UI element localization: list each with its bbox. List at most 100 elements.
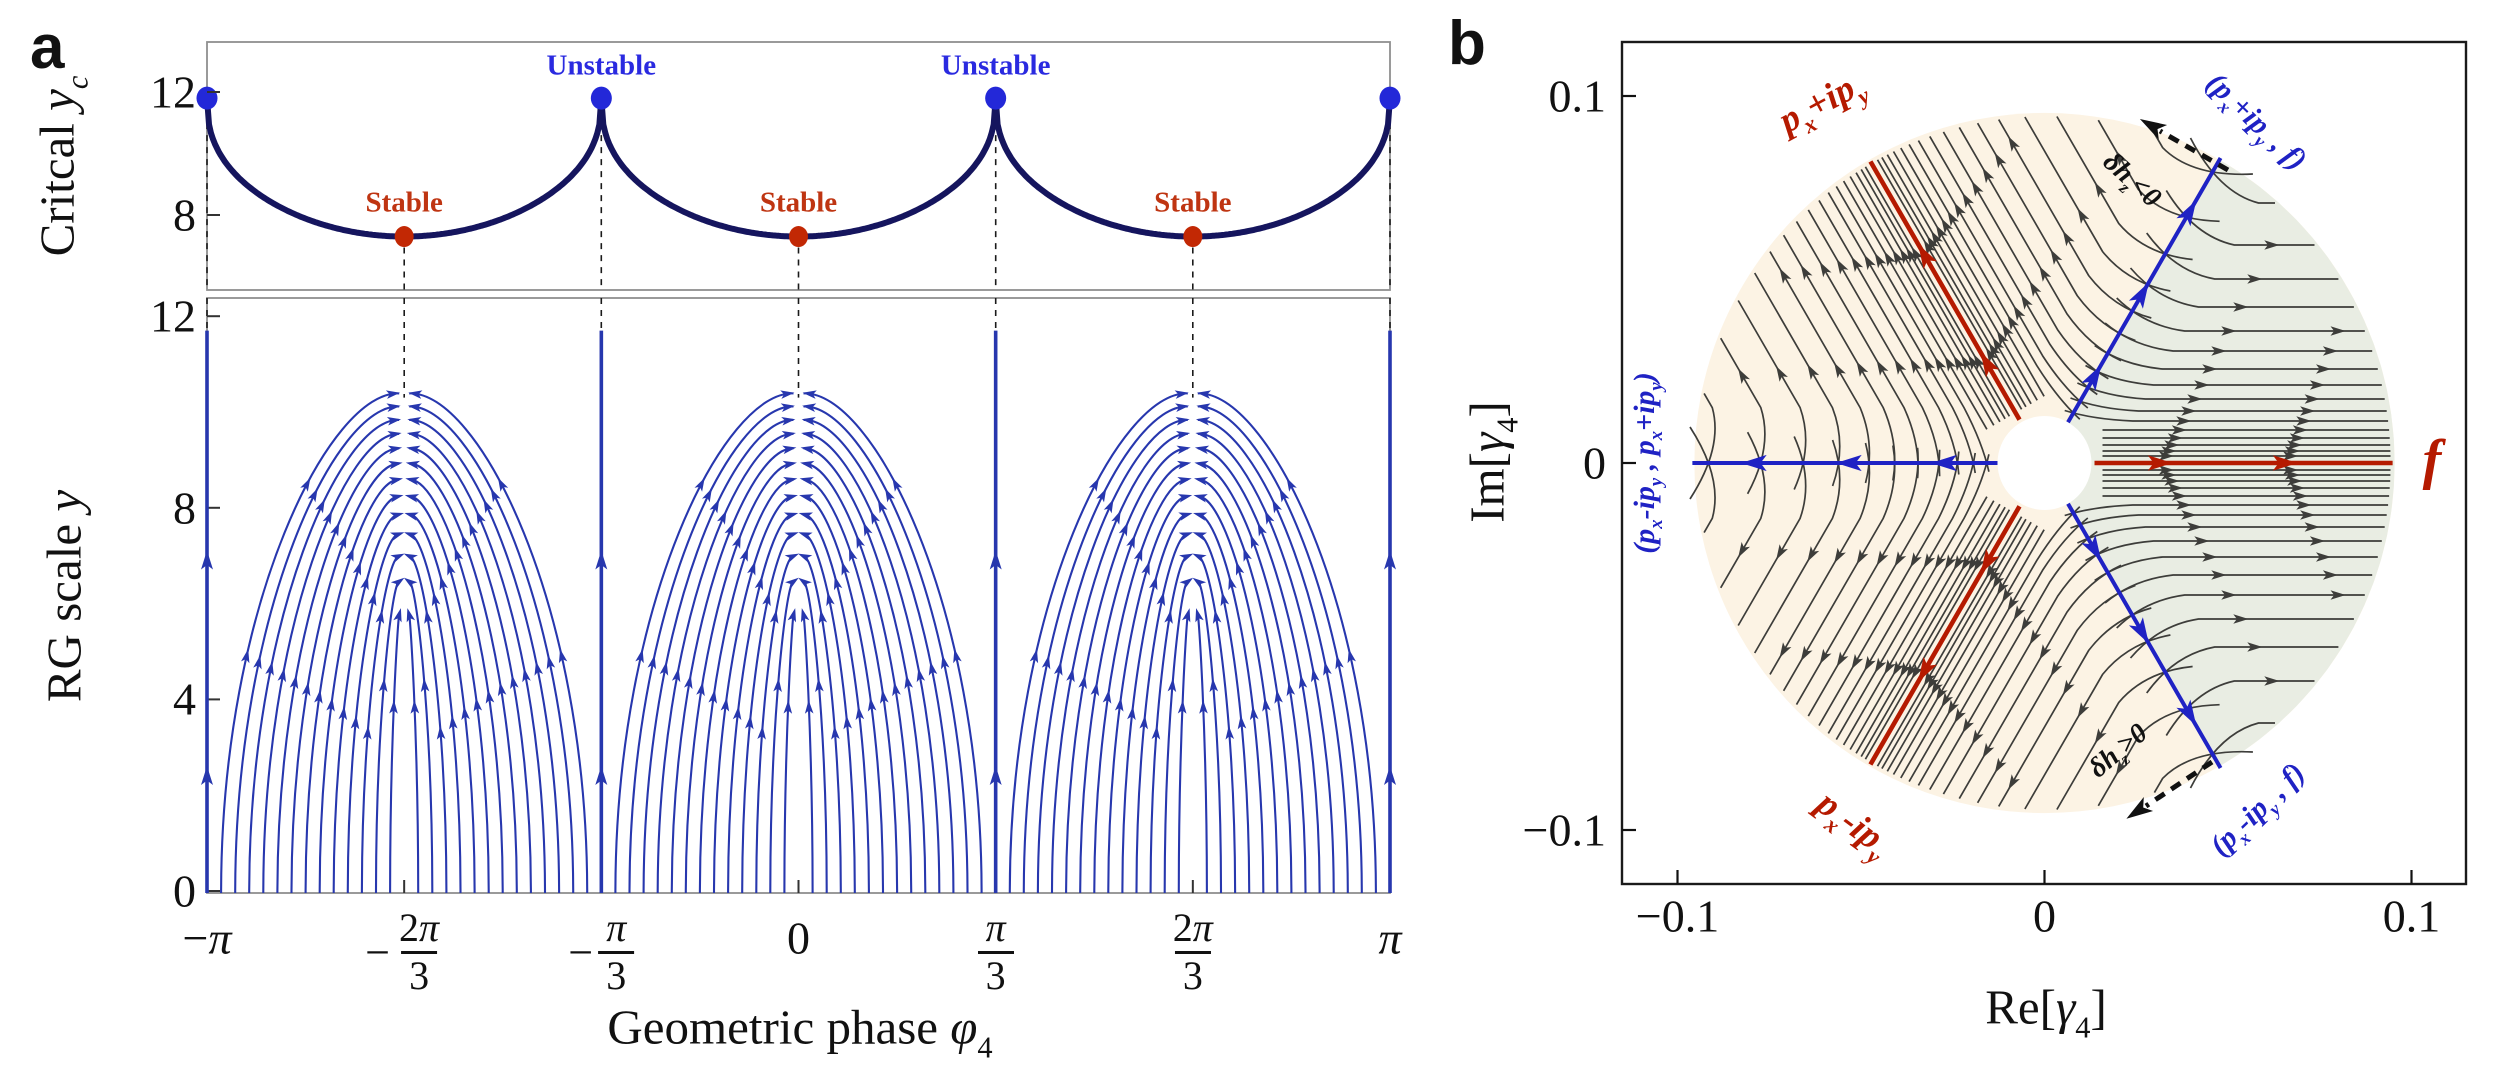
stream-arrow-icon — [2233, 614, 2249, 624]
streamline — [2070, 397, 2387, 412]
streamline — [360, 555, 400, 894]
streamline — [803, 478, 899, 894]
streamline — [727, 513, 794, 894]
flow-arrow-icon — [337, 534, 347, 549]
streamline — [1135, 533, 1189, 894]
stream-arrow-icon — [1864, 254, 1876, 271]
unstable-label: Unstable — [546, 49, 657, 82]
flow-arrow-icon — [301, 682, 311, 697]
flow-arrow-icon — [360, 575, 369, 591]
flow-arrow-icon — [1192, 553, 1207, 564]
streamline — [803, 447, 927, 894]
panel-a-letter: a — [30, 13, 65, 82]
flow-arrow-icon — [307, 488, 318, 503]
flow-arrow-icon — [1243, 547, 1252, 562]
flow-arrow-icon — [800, 460, 815, 470]
stream-arrow-icon — [1819, 261, 1832, 278]
flow-arrow-icon — [1029, 649, 1039, 664]
streamline — [408, 533, 462, 894]
separatrix-arrow-icon — [2081, 535, 2102, 562]
flow-arrow-icon — [1127, 706, 1136, 721]
streamline — [803, 495, 885, 894]
streamline — [1886, 154, 2032, 405]
flow-arrow-icon — [454, 547, 464, 562]
stream-arrow-icon — [2292, 491, 2308, 501]
panel-b-xtick: −0.1 — [1635, 890, 1720, 942]
panel-a-bottom-ytick: 4 — [173, 673, 196, 725]
streamline — [2024, 634, 2171, 810]
streamline — [1892, 151, 2038, 401]
flow-arrow-icon — [849, 547, 858, 562]
flow-arrow-icon — [1179, 577, 1194, 590]
panel-a-xtick: 2π 3 — [1172, 905, 1213, 998]
flow-arrow-icon — [1286, 682, 1296, 697]
stream-arrow-icon — [2304, 522, 2320, 532]
flow-arrow-icon — [1177, 477, 1192, 486]
streamline — [1769, 251, 1871, 484]
flow-arrow-icon — [387, 431, 402, 440]
flow-arrow-icon — [802, 403, 817, 412]
streamline — [2165, 680, 2315, 736]
stream-arrow-icon — [1800, 264, 1813, 281]
flow-arrow-icon — [1228, 575, 1237, 591]
flow-arrow-icon — [801, 431, 816, 440]
stream-arrow-icon — [2001, 587, 2014, 603]
flow-arrow-icon — [867, 697, 877, 712]
streamline — [1876, 159, 2023, 410]
flow-arrow-icon — [390, 532, 405, 541]
flow-arrow-icon — [300, 477, 311, 492]
streamline — [698, 478, 794, 894]
flow-arrow-icon — [1195, 431, 1210, 440]
flow-arrow-icon — [1192, 577, 1207, 590]
flow-arrow-icon — [784, 532, 799, 541]
flow-arrow-icon — [330, 522, 340, 537]
streamline — [2165, 190, 2315, 246]
flow-arrow-icon — [1196, 403, 1211, 412]
flow-arrow-icon — [892, 477, 903, 492]
streamline — [1065, 447, 1188, 894]
stream-arrow-icon — [2247, 274, 2263, 284]
flow-arrow-icon — [315, 499, 325, 514]
streamline — [1929, 530, 2098, 791]
stream-arrow-icon — [1962, 192, 1974, 209]
stream-arrow-icon — [2247, 642, 2263, 652]
streamline — [346, 533, 400, 894]
flow-arrow-icon — [1199, 700, 1208, 714]
stable-ray — [1868, 505, 2022, 766]
panel-b-xlabel: Re[γ4] — [1985, 979, 2107, 1045]
flow-arrow-icon — [289, 674, 299, 690]
streamline — [712, 495, 794, 894]
streamline — [1107, 495, 1188, 894]
flow-arrow-icon — [798, 512, 813, 521]
streamline — [1886, 521, 2032, 772]
streamline — [389, 613, 401, 894]
flow-arrow-icon — [345, 547, 354, 562]
stream-arrow-icon — [1941, 692, 1954, 708]
flow-arrow-icon — [497, 682, 507, 697]
flow-arrow-icon — [799, 477, 814, 486]
stream-arrow-icon — [2296, 416, 2312, 426]
flow-arrow-icon — [404, 512, 419, 521]
streamline — [1860, 168, 2006, 420]
unstable-point — [590, 86, 612, 110]
flow-arrow-icon — [558, 649, 568, 664]
flow-arrow-icon — [461, 534, 471, 549]
flow-arrow-icon — [1264, 510, 1275, 525]
panel-b-ylabel: Im[γ4] — [1459, 401, 1525, 523]
stream-arrow-icon — [1894, 359, 1907, 375]
stream-arrow-icon — [2309, 380, 2326, 390]
flow-arrow-icon — [314, 689, 323, 704]
streamline — [332, 513, 400, 894]
flow-arrow-icon — [783, 494, 798, 503]
stream-arrow-icon — [2007, 595, 2020, 612]
label-separatrix-left: (px-ipy , px+ipy) — [1627, 372, 1668, 554]
stream-arrow-icon — [2001, 323, 2014, 339]
flow-arrow-icon — [780, 390, 795, 399]
streamline — [1892, 525, 2038, 775]
flow-arrow-icon — [1384, 766, 1396, 785]
streamline — [741, 533, 794, 894]
stream-arrow-icon — [1934, 356, 1947, 373]
streamline — [409, 495, 490, 894]
stream-arrow-icon — [1884, 659, 1896, 675]
